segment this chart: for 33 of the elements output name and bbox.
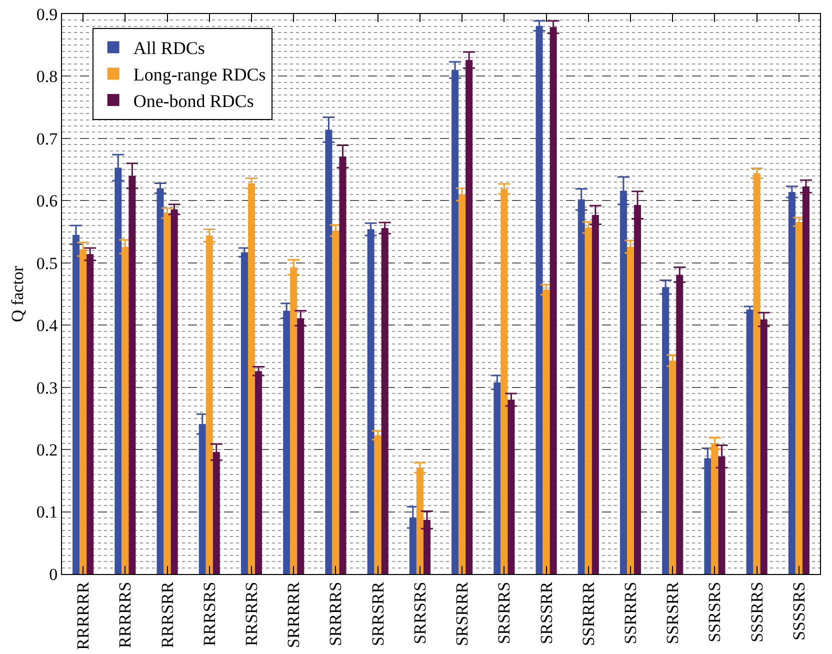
legend-label: Long-range RDCs [133,64,266,85]
x-tick-label: SRRSRS [410,582,430,644]
x-tick-label: RRRSRS [200,582,219,646]
legend-label: All RDCs [133,38,205,58]
x-tick-label: SSRRRS [621,582,640,644]
legend-label: One-bond RDCs [133,91,254,112]
y-tick-label: 0.1 [36,502,58,522]
x-tick-label: SSRRRR [578,581,598,646]
x-tick-label: SSSRRS [747,582,766,642]
x-tick-label: RRSRRS [242,582,262,646]
y-tick-label: 0.2 [36,440,58,460]
x-tick-label: SSSSRS [789,582,808,640]
y-axis-title: Q factor [8,266,27,322]
x-tick-label: SRRRRR [284,581,304,648]
x-tick-label: SRSRRS [494,582,514,644]
x-tick-label: RRRRRS [116,582,135,648]
y-tick-label: 0 [49,564,58,584]
y-tick-label: 0.8 [36,67,58,86]
x-tick-label: SRRRRS [326,582,346,646]
x-tick-label: SRSSRR [536,581,556,644]
x-tick-label: RRRRRR [74,581,93,650]
bar [746,310,754,574]
x-tick-label: SSRSRS [705,582,724,642]
y-tick-label: 0.4 [36,316,58,336]
x-tick-label: SRSRRR [452,581,472,646]
y-tick-label: 0.5 [36,254,58,273]
y-tick-label: 0.3 [36,378,58,398]
y-tick-label: 0.6 [36,192,58,211]
y-tick-label: 0.9 [36,4,58,24]
y-tick-label: 0.7 [36,129,58,148]
x-tick-label: SSRSRR [663,581,682,644]
x-tick-label: RRRSRR [158,581,177,648]
x-tick-label: SRRSRR [368,581,388,646]
